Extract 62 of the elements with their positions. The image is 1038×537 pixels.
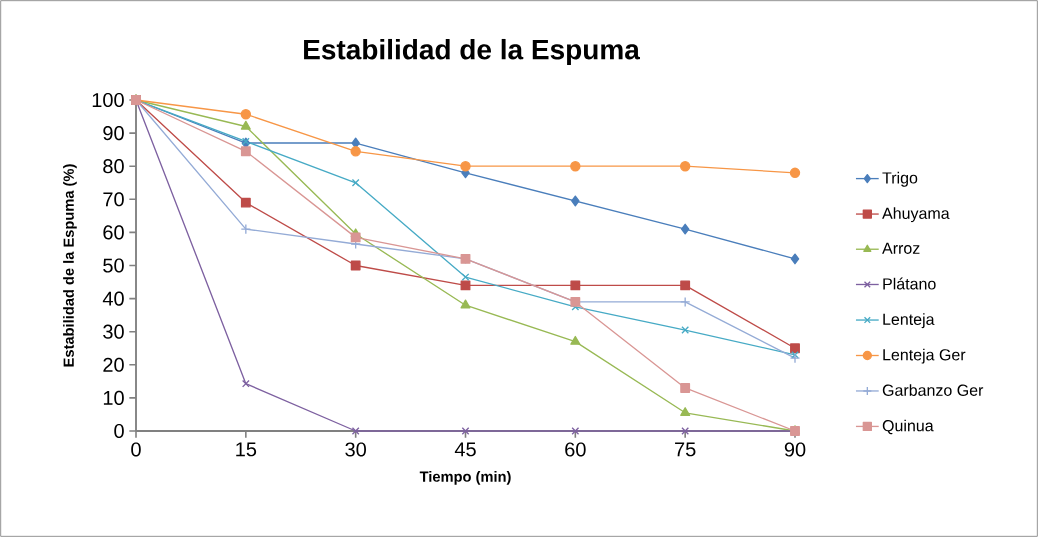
point <box>681 427 690 435</box>
point <box>240 197 251 208</box>
y-tick-label: 20 <box>103 357 124 372</box>
point <box>571 427 580 435</box>
y-tick-label: 100 <box>92 92 124 108</box>
point <box>789 167 801 179</box>
point <box>240 109 252 120</box>
chart-title: Estabilidad de la Espuma <box>304 38 641 66</box>
x-tick-label: 15 <box>236 442 257 457</box>
point <box>679 296 691 308</box>
x-tick-label: 60 <box>565 442 586 457</box>
y-tick-label: 60 <box>103 225 124 240</box>
y-tick-label: 0 <box>114 423 124 439</box>
y-tick-label: 30 <box>103 324 124 339</box>
y-tick-label: 70 <box>103 192 124 207</box>
legend-label: Arroz <box>882 242 920 254</box>
legend-label: Lenteja <box>883 313 935 329</box>
point <box>351 427 360 435</box>
point <box>680 383 691 393</box>
point <box>241 379 250 388</box>
y-tick-label: 10 <box>103 390 124 405</box>
y-tick-label: 90 <box>103 126 124 141</box>
point <box>570 280 581 291</box>
point <box>460 280 471 291</box>
point <box>571 195 580 207</box>
point <box>461 427 470 435</box>
point <box>680 407 691 416</box>
x-tick-label: 30 <box>345 442 366 457</box>
point <box>680 223 690 235</box>
point <box>681 326 690 334</box>
x-tick-label: 90 <box>784 442 806 457</box>
legend-label: Ahuyama <box>882 207 950 223</box>
y-tick-label: 50 <box>103 258 124 273</box>
y-tick-label: 40 <box>102 291 124 306</box>
point <box>350 146 361 157</box>
point <box>351 178 360 187</box>
point <box>460 299 471 309</box>
point <box>570 161 581 172</box>
point <box>679 161 691 172</box>
point <box>790 343 800 354</box>
x-tick-label: 75 <box>675 442 696 457</box>
y-axis-title: Estabilidad de la Espuma (%) <box>63 164 77 367</box>
point <box>680 280 691 291</box>
point <box>791 350 799 359</box>
point <box>350 260 361 271</box>
point <box>350 232 361 243</box>
point <box>461 273 470 281</box>
point <box>240 120 251 130</box>
legend-label: Lenteja Ger <box>883 348 966 364</box>
x-tick-label: 0 <box>131 442 141 457</box>
point <box>570 335 581 345</box>
legend-label: Trigo <box>882 171 918 187</box>
legend-label: Quinua <box>882 419 934 435</box>
x-axis-title: Tiempo (min) <box>419 471 511 485</box>
legend-label: Garbanzo Ger <box>882 384 984 396</box>
x-tick-label: 45 <box>454 442 476 457</box>
point <box>240 223 252 235</box>
point <box>460 161 471 172</box>
point <box>240 146 251 157</box>
point <box>790 253 800 265</box>
y-tick-label: 80 <box>103 159 124 174</box>
legend-label: Plátano <box>883 277 936 290</box>
